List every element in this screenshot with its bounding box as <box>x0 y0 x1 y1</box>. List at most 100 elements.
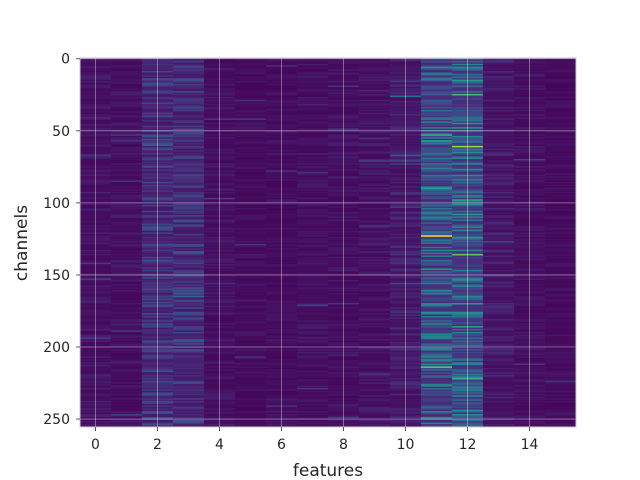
heatmap-cell <box>297 393 329 396</box>
heatmap-cell <box>545 326 577 328</box>
heatmap-cell <box>359 369 391 372</box>
heatmap-cell <box>235 252 267 255</box>
heatmap-cell <box>390 75 422 78</box>
heatmap-cell <box>266 131 298 134</box>
heatmap-cell <box>235 340 267 343</box>
heatmap-cell <box>421 365 453 367</box>
heatmap-cell <box>204 272 236 275</box>
heatmap-cell <box>390 337 422 340</box>
heatmap-cell <box>390 210 422 213</box>
heatmap-cell <box>359 65 391 67</box>
heatmap-cell <box>390 307 422 310</box>
heatmap-cell <box>328 238 360 240</box>
heatmap-cell <box>173 173 205 176</box>
y-tick-label: 100 <box>43 196 70 212</box>
heatmap-cell <box>142 425 174 428</box>
heatmap-cell <box>204 256 236 259</box>
heatmap-cell <box>204 73 236 76</box>
heatmap-cell <box>235 72 267 75</box>
heatmap-cell <box>421 209 453 212</box>
heatmap-cell <box>452 99 484 102</box>
heatmap-cell <box>266 411 298 413</box>
heatmap-cell <box>483 241 515 243</box>
heatmap-cell <box>452 161 484 164</box>
heatmap-cell <box>483 395 515 398</box>
heatmap-cell <box>359 118 391 121</box>
heatmap-cell <box>452 291 484 294</box>
heatmap-cell <box>483 141 515 144</box>
heatmap-cell <box>297 254 329 256</box>
heatmap-cell <box>514 382 546 385</box>
heatmap-cell <box>390 207 422 210</box>
heatmap-cell <box>80 287 112 289</box>
heatmap-cell <box>359 99 391 102</box>
heatmap-cell <box>328 94 360 96</box>
heatmap-cell <box>204 233 236 236</box>
heatmap-cell <box>142 112 174 115</box>
heatmap-cell <box>297 193 329 196</box>
heatmap-cell <box>328 206 360 209</box>
heatmap-cell <box>80 212 112 214</box>
heatmap-cell <box>204 63 236 66</box>
heatmap-cell <box>142 403 174 406</box>
heatmap-cell <box>421 284 453 287</box>
heatmap-cell <box>545 189 577 191</box>
heatmap-cell <box>266 101 298 103</box>
heatmap-cell <box>297 419 329 422</box>
heatmap-cell <box>514 390 546 393</box>
heatmap-cell <box>483 366 515 369</box>
heatmap-cell <box>80 399 112 402</box>
heatmap-cell <box>421 327 453 330</box>
heatmap-cell <box>173 138 205 141</box>
heatmap-cell <box>142 105 174 108</box>
heatmap-cell <box>390 301 422 304</box>
heatmap-cell <box>80 271 112 274</box>
heatmap-cell <box>545 158 577 161</box>
heatmap-cell <box>514 416 546 419</box>
heatmap-cell <box>297 256 329 259</box>
heatmap-cell <box>297 183 329 186</box>
heatmap-cell <box>111 181 143 184</box>
heatmap-cell <box>173 269 205 272</box>
heatmap-cell <box>111 339 143 341</box>
heatmap-cell <box>297 366 329 369</box>
heatmap-cell <box>142 392 174 395</box>
heatmap-cell <box>173 207 205 210</box>
heatmap-cell <box>545 223 577 226</box>
heatmap-cell <box>266 144 298 147</box>
heatmap-cell <box>545 330 577 333</box>
heatmap-cell <box>297 279 329 282</box>
heatmap-cell <box>297 131 329 134</box>
heatmap-cell <box>390 171 422 174</box>
heatmap-cell <box>111 365 143 367</box>
heatmap-cell <box>235 323 267 325</box>
heatmap-cell <box>297 349 329 351</box>
heatmap-cell <box>204 395 236 398</box>
heatmap-cell <box>142 91 174 93</box>
heatmap-cell <box>421 171 453 174</box>
heatmap-cell <box>545 262 577 265</box>
heatmap-cell <box>111 170 143 173</box>
heatmap-cell <box>173 176 205 178</box>
heatmap-cell <box>235 205 267 207</box>
heatmap-cell <box>235 249 267 252</box>
heatmap-cell <box>297 284 329 287</box>
heatmap-cell <box>545 267 577 269</box>
heatmap-cell <box>545 138 577 141</box>
heatmap-cell <box>80 193 112 196</box>
heatmap-cell <box>80 346 112 349</box>
heatmap-cell <box>452 258 484 261</box>
heatmap-cell <box>545 72 577 75</box>
heatmap-cell <box>359 328 391 331</box>
heatmap-cell <box>390 161 422 164</box>
heatmap-cell <box>80 367 112 370</box>
heatmap-cell <box>235 140 267 142</box>
heatmap-cell <box>359 102 391 105</box>
heatmap-cell <box>266 143 298 145</box>
heatmap-cell <box>390 180 422 183</box>
heatmap-cell <box>545 124 577 127</box>
heatmap-cell <box>514 108 546 111</box>
heatmap-cell <box>173 229 205 232</box>
heatmap-cell <box>235 271 267 274</box>
heatmap-cell <box>514 414 546 416</box>
